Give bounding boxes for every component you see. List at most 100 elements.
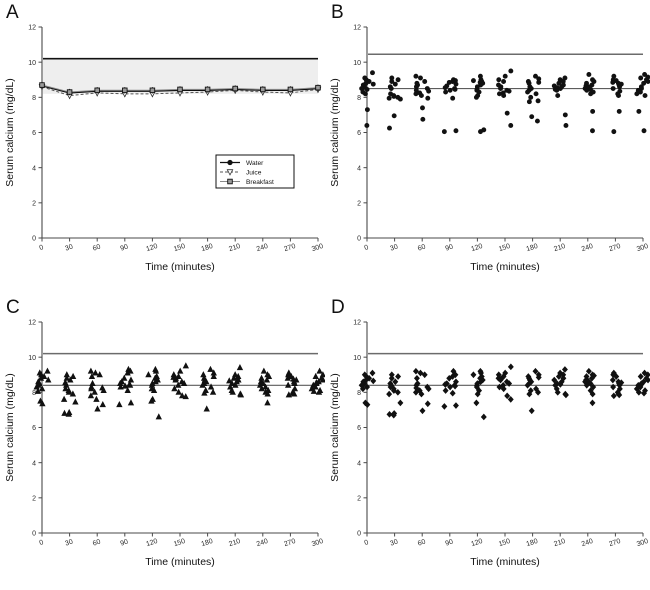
marker-circle <box>642 93 648 99</box>
x-tick-label: 90 <box>445 539 455 548</box>
marker-triangle-up <box>312 383 319 390</box>
marker-triangle-up <box>207 365 214 372</box>
marker-diamond <box>390 411 397 419</box>
y-tick-label: 6 <box>357 425 361 432</box>
x-axis-title: Time (minutes) <box>145 556 215 568</box>
scatter-points <box>359 68 650 135</box>
scatter-points <box>33 362 325 420</box>
x-tick-label: 300 <box>311 243 324 253</box>
marker-diamond <box>392 378 399 386</box>
marker-circle <box>555 93 561 99</box>
x-tick-label: 180 <box>525 243 538 253</box>
marker-circle <box>446 79 452 85</box>
marker-circle <box>443 89 449 95</box>
marker-circle <box>554 87 560 93</box>
marker-diamond <box>390 387 397 394</box>
marker-circle <box>535 98 541 104</box>
y-tick-label: 4 <box>32 460 36 467</box>
marker-diamond <box>561 366 568 373</box>
x-axis-title: Time (minutes) <box>470 556 540 568</box>
marker-diamond <box>589 399 596 407</box>
marker-diamond <box>524 381 531 389</box>
marker-triangle-up <box>117 383 124 390</box>
marker-circle <box>496 77 502 83</box>
marker-square <box>204 86 211 93</box>
marker-diamond <box>507 396 514 403</box>
marker-diamond <box>386 390 393 398</box>
x-axis-title: Time (minutes) <box>470 261 540 273</box>
marker-triangle-up <box>180 379 188 386</box>
x-tick-label: 240 <box>256 538 269 548</box>
marker-triangle-up <box>124 369 131 376</box>
marker-diamond <box>613 373 620 380</box>
marker-diamond <box>554 389 561 396</box>
x-tick-label: 120 <box>145 538 158 548</box>
marker-circle <box>470 78 476 84</box>
marker-triangle-up <box>67 376 74 383</box>
x-tick-label: 60 <box>92 244 102 253</box>
marker-diamond <box>419 407 426 415</box>
x-tick-label: 90 <box>120 539 130 548</box>
marker-square <box>122 87 128 94</box>
marker-diamond <box>413 374 420 382</box>
y-tick-label: 8 <box>357 390 361 397</box>
marker-triangle-up <box>127 367 134 374</box>
marker-triangle-up <box>199 381 206 388</box>
marker-triangle-up <box>175 388 182 395</box>
marker-triangle-up <box>34 387 42 394</box>
x-tick-label: 270 <box>608 243 621 253</box>
marker-circle <box>611 129 617 135</box>
marker-triangle-up <box>264 399 271 406</box>
marker-triangle-up <box>39 400 46 407</box>
x-tick-label: 120 <box>470 538 483 548</box>
marker-triangle-up <box>285 391 293 398</box>
marker-triangle-up <box>65 388 73 395</box>
marker-diamond <box>610 383 617 391</box>
marker-triangle-up <box>207 383 215 390</box>
marker-circle <box>418 93 424 99</box>
y-tick-label: 10 <box>28 60 36 67</box>
marker-triangle-up <box>264 390 271 397</box>
x-tick-label: 240 <box>581 538 594 548</box>
y-tick-label: 0 <box>32 531 36 538</box>
marker-diamond <box>394 389 401 396</box>
marker-circle <box>453 81 459 87</box>
marker-square <box>227 178 233 185</box>
marker-circle <box>450 95 456 101</box>
y-tick-label: 0 <box>357 236 361 243</box>
marker-circle <box>442 85 448 91</box>
marker-circle <box>425 95 431 101</box>
marker-triangle-up <box>182 362 190 369</box>
marker-square <box>94 87 100 94</box>
marker-triangle-up <box>37 374 45 381</box>
marker-circle <box>370 70 375 76</box>
x-tick-label: 150 <box>173 243 186 253</box>
marker-triangle-up <box>284 374 291 381</box>
marker-triangle-up <box>319 376 325 383</box>
marker-triangle-up <box>60 395 68 402</box>
marker-square <box>177 86 183 93</box>
y-tick-label: 4 <box>357 165 361 172</box>
x-tick-label: 0 <box>364 539 370 547</box>
marker-circle <box>508 123 514 128</box>
marker-diamond <box>551 376 558 384</box>
marker-triangle-up <box>177 367 184 374</box>
marker-square <box>66 89 73 95</box>
marker-triangle-up <box>150 386 158 394</box>
x-tick-label: 120 <box>470 243 483 253</box>
marker-diamond <box>535 374 542 381</box>
marker-diamond <box>562 391 569 399</box>
marker-circle <box>610 79 616 85</box>
x-tick-label: 240 <box>256 243 269 253</box>
y-tick-label: 12 <box>353 25 361 32</box>
y-axis-title: Serum calcium (mg/dL) <box>4 373 16 482</box>
marker-triangle-up <box>38 385 46 392</box>
marker-triangle-up <box>258 385 265 392</box>
marker-triangle-up <box>179 392 186 399</box>
marker-triangle-up <box>145 371 152 378</box>
marker-circle <box>478 129 483 135</box>
marker-diamond <box>447 383 454 391</box>
x-axis-title: Time (minutes) <box>145 261 215 273</box>
